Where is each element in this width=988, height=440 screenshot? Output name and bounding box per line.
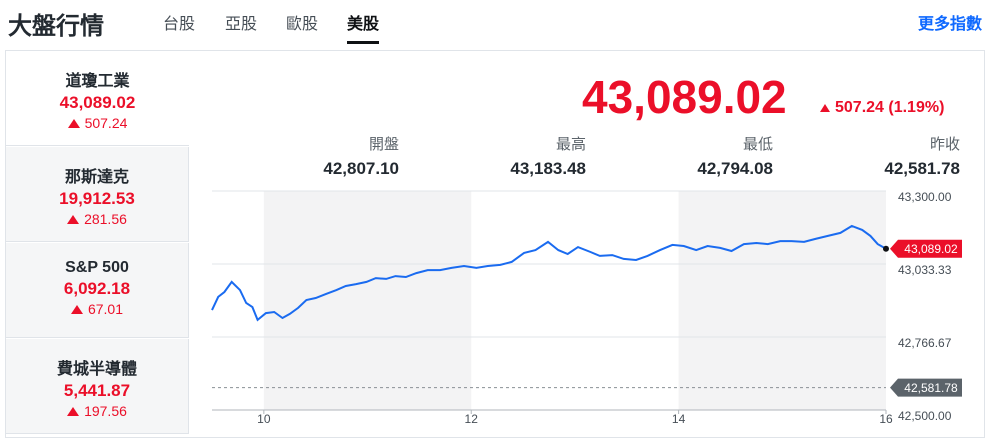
tab-active[interactable]: 美股: [347, 10, 380, 44]
last-value-label: 43,089.02: [904, 242, 958, 256]
price-line: [211, 224, 887, 322]
index-change-text: 67.01: [87, 301, 124, 317]
panel: [5, 50, 985, 438]
stat-value: 43,183.48: [510, 159, 586, 178]
y-tick-label: 43,033.33: [898, 263, 952, 277]
x-tick-label: 16: [879, 412, 893, 426]
index-item[interactable]: S&P 500 6,092.18 67.01: [6, 243, 189, 338]
index-price: 5,441.87: [63, 381, 131, 400]
tab[interactable]: 歐股: [286, 16, 319, 33]
x-tick-label: 10: [257, 412, 271, 426]
index-change: 281.56: [6, 211, 188, 227]
stat-label: 昨收: [929, 136, 960, 153]
index-item[interactable]: 費城半導體 5,441.87 197.56: [6, 339, 189, 434]
more-link[interactable]: 更多指數: [917, 16, 982, 33]
tab[interactable]: 台股: [163, 16, 196, 33]
index-item[interactable]: 道瓊工業 43,089.02 507.24: [6, 51, 189, 146]
index-name: S&P 500: [65, 259, 129, 276]
y-tick-label: 42,766.67: [898, 336, 952, 350]
index-price: 19,912.53: [59, 189, 135, 208]
index-change-text: 507.24: [84, 115, 128, 131]
index-name: 那斯達克: [64, 169, 129, 186]
x-tick-label: 14: [672, 412, 686, 426]
stat: 最高 43,183.48: [406, 133, 586, 179]
index-name: 道瓊工業: [65, 73, 130, 90]
last-value-label-bg: [890, 239, 962, 258]
session-band: [678, 191, 886, 410]
index-change: 67.01: [6, 301, 188, 317]
tab[interactable]: 亞股: [225, 16, 258, 33]
stat-value: 42,807.10: [323, 159, 399, 178]
index-change-text: 281.56: [84, 211, 127, 227]
chart: 43,300.00 43,033.33 42,766.67 42,500.00 10 12…: [211, 190, 962, 426]
stat-label: 最高: [555, 136, 586, 153]
stat-value: 42,794.08: [697, 159, 773, 178]
session-band: [263, 191, 472, 410]
index-change: 507.24: [6, 115, 189, 131]
stat-label: 開盤: [368, 136, 399, 153]
quote-price: 43,089.02: [582, 71, 787, 123]
reference-label: 42,581.78: [904, 381, 958, 395]
quote-change: 507.24 (1.19%): [820, 99, 944, 117]
index-change-text: 197.56: [84, 403, 127, 419]
x-tick-label: 12: [465, 412, 479, 426]
stat: 最低 42,794.08: [593, 133, 773, 179]
quote-change-text: 507.24 (1.19%): [835, 99, 945, 116]
stat: 開盤 42,807.10: [219, 133, 399, 179]
index-price: 43,089.02: [59, 93, 136, 112]
reference-label-bg: [890, 378, 962, 397]
index-price: 6,092.18: [63, 279, 131, 298]
stat-label: 最低: [742, 136, 773, 153]
last-point: [883, 245, 889, 252]
index-item[interactable]: 那斯達克 19,912.53 281.56: [6, 147, 189, 242]
stat-value: 42,581.78: [884, 159, 960, 178]
y-tick-label: 43,300.00: [898, 190, 952, 204]
stat: 昨收 42,581.78: [780, 133, 960, 179]
y-tick-label: 42,500.00: [898, 409, 952, 423]
index-change: 197.56: [6, 403, 188, 419]
index-name: 費城半導體: [56, 361, 137, 378]
page-title: 大盤行情: [8, 13, 104, 40]
